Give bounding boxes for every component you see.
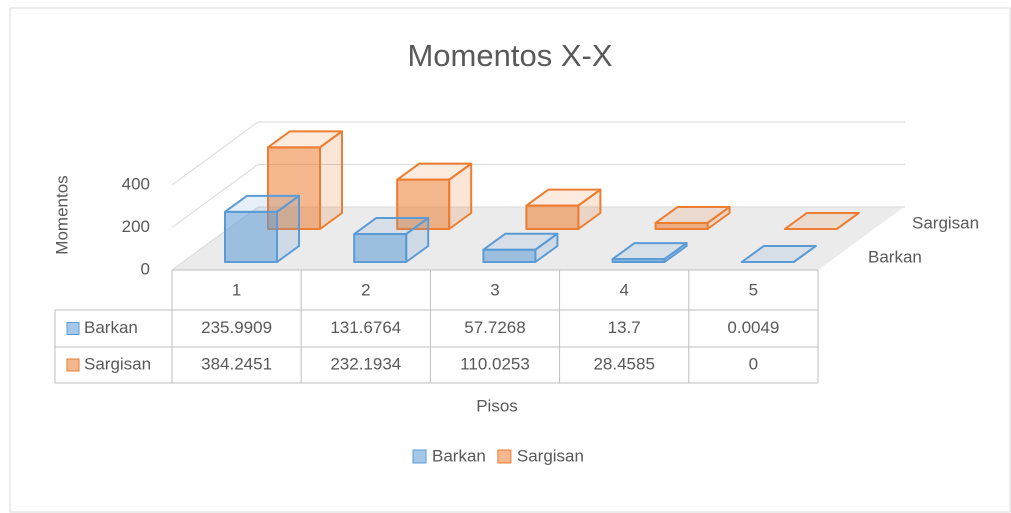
table-legend-key [66, 322, 80, 335]
table-cell: 28.4585 [593, 354, 654, 373]
bar-front [353, 233, 408, 264]
table-legend-key [66, 358, 80, 372]
legend-key [497, 449, 512, 464]
legend-label: Sargisan [517, 446, 584, 465]
legend-key [412, 449, 427, 464]
x-tick-label: 5 [749, 280, 758, 299]
x-axis-label: Pisos [476, 396, 518, 415]
bar [267, 130, 343, 230]
bar-front [224, 210, 278, 263]
table-cell: 110.0253 [460, 354, 530, 373]
bar-top [783, 212, 860, 230]
table-row-header: Barkan [84, 318, 138, 337]
bar-front [654, 221, 709, 231]
grid-line [171, 121, 905, 186]
y-tick-label: 400 [122, 174, 150, 193]
bar [611, 242, 688, 263]
y-tick-label: 0 [141, 259, 150, 278]
bar [525, 188, 602, 231]
depth-label: Barkan [868, 247, 922, 266]
table-cell: 57.7268 [464, 318, 525, 337]
bar [224, 194, 300, 263]
bar [783, 212, 860, 230]
x-tick-label: 1 [232, 280, 241, 299]
y-tick-label: 200 [122, 217, 150, 236]
bar-front [482, 248, 537, 263]
x-tick-label: 4 [619, 280, 628, 299]
legend-label: Barkan [432, 446, 486, 465]
bar [396, 162, 473, 231]
table-cell: 232.1934 [330, 354, 401, 373]
table-cell: 131.6764 [330, 318, 401, 337]
table-cell: 0.0049 [727, 318, 779, 337]
table-cell: 13.7 [608, 318, 641, 337]
y-axis-label: Momentos [52, 175, 71, 254]
table-cell: 235.9909 [201, 318, 272, 337]
bar-front [611, 258, 666, 263]
chart-title: Momentos X-X [407, 38, 612, 73]
table-row-header: Sargisan [84, 354, 151, 373]
grid-line [171, 164, 905, 228]
table-cell: 0 [749, 354, 758, 373]
bar-front [525, 204, 580, 231]
bar [654, 205, 731, 231]
x-tick-label: 3 [490, 280, 499, 299]
x-tick-label: 2 [361, 280, 370, 299]
depth-label: Sargisan [912, 213, 979, 232]
bar [353, 217, 430, 264]
table-cell: 384.2451 [201, 354, 272, 373]
bar-front [267, 146, 321, 230]
bar [740, 244, 817, 264]
bar [482, 232, 559, 263]
